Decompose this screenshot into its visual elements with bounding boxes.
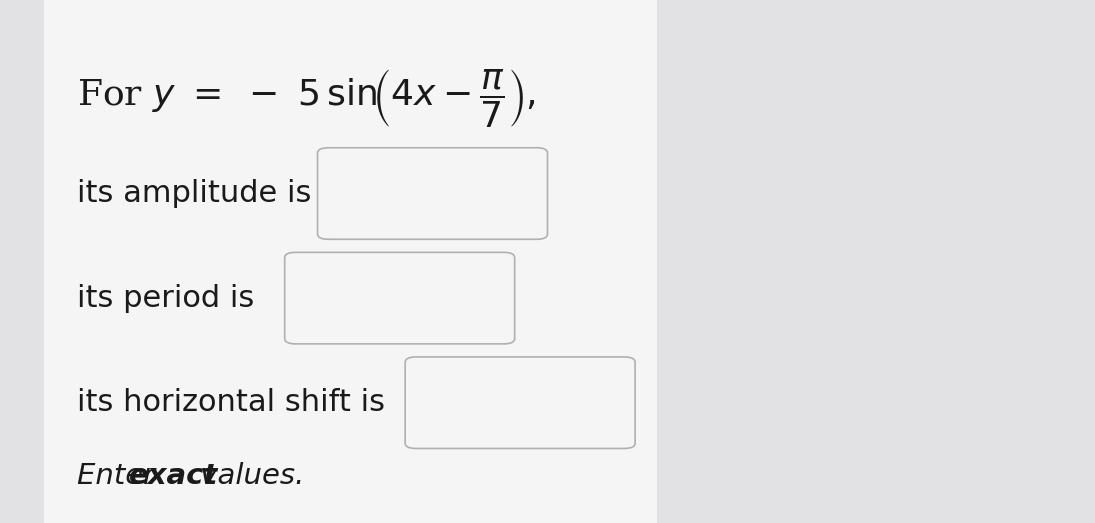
FancyBboxPatch shape [405,357,635,449]
Text: values.: values. [191,462,303,490]
Text: For $y\ =\ -\ 5\,\mathrm{sin}\!\left(4x - \dfrac{\pi}{7}\right),$: For $y\ =\ -\ 5\,\mathrm{sin}\!\left(4x … [77,68,535,130]
Text: its amplitude is: its amplitude is [77,179,311,208]
Text: exact: exact [129,462,219,490]
FancyBboxPatch shape [285,253,515,344]
Text: its horizontal shift is: its horizontal shift is [77,388,384,417]
FancyBboxPatch shape [318,148,548,240]
FancyBboxPatch shape [44,0,657,523]
Text: its period is: its period is [77,283,254,313]
Text: Enter: Enter [77,462,164,490]
